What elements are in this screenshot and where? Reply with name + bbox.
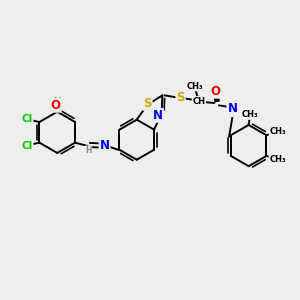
Text: O: O bbox=[51, 99, 61, 112]
Text: N: N bbox=[227, 102, 237, 115]
Text: H: H bbox=[53, 97, 61, 106]
Text: CH₃: CH₃ bbox=[242, 110, 258, 119]
Text: CH: CH bbox=[192, 97, 206, 106]
Text: H: H bbox=[85, 146, 92, 155]
Text: H: H bbox=[230, 107, 236, 116]
Text: Cl: Cl bbox=[21, 141, 33, 151]
Text: N: N bbox=[153, 109, 163, 122]
Text: CH₃: CH₃ bbox=[269, 127, 286, 136]
Text: CH₃: CH₃ bbox=[269, 155, 286, 164]
Text: CH₃: CH₃ bbox=[187, 82, 204, 91]
Text: O: O bbox=[211, 85, 220, 98]
Text: S: S bbox=[176, 91, 185, 104]
Text: N: N bbox=[100, 139, 110, 152]
Text: Cl: Cl bbox=[21, 114, 33, 124]
Text: S: S bbox=[143, 97, 152, 110]
